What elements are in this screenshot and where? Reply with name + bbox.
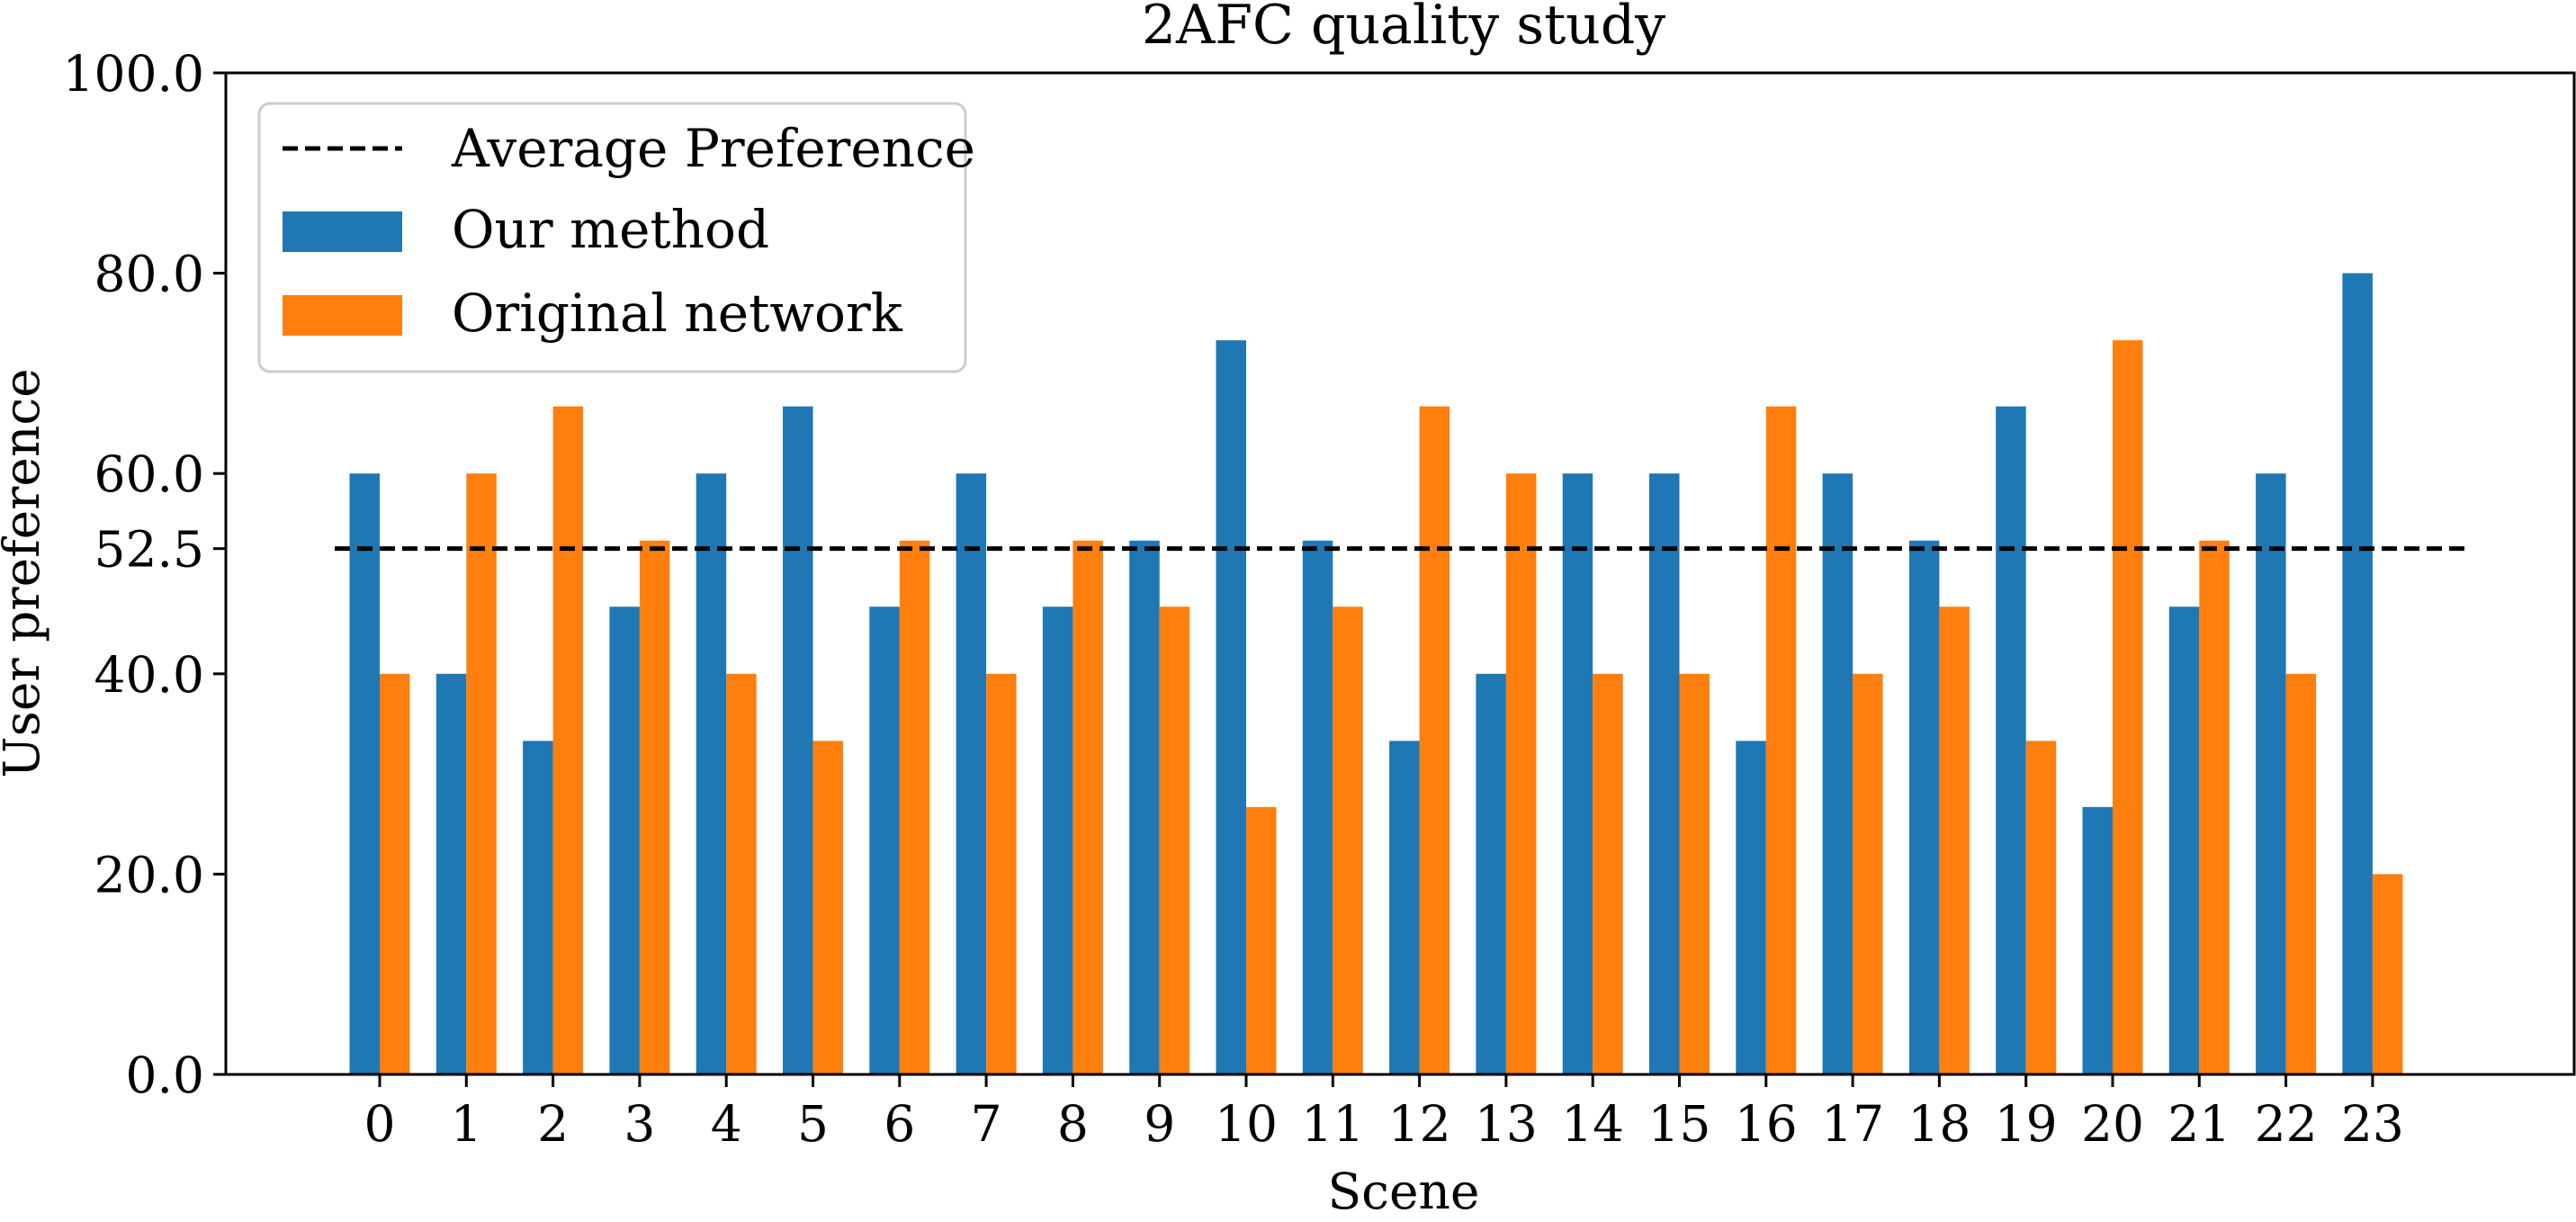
bar-original-network-scene-12 xyxy=(1419,406,1450,1074)
x-tick-label: 2 xyxy=(537,1095,569,1153)
bar-our-method-scene-17 xyxy=(1822,473,1853,1074)
x-tick-label: 10 xyxy=(1215,1095,1278,1153)
bar-our-method-scene-4 xyxy=(696,473,727,1074)
x-tick-label: 6 xyxy=(884,1095,915,1153)
y-tick-label: 52.5 xyxy=(94,521,204,579)
x-tick-label: 1 xyxy=(451,1095,482,1153)
bar-original-network-scene-21 xyxy=(2199,540,2230,1074)
bar-our-method-scene-22 xyxy=(2256,473,2286,1074)
x-tick-label: 19 xyxy=(1995,1095,2058,1153)
legend-swatch-our-method xyxy=(283,211,402,252)
legend-swatch-original-network xyxy=(283,295,402,336)
bar-our-method-scene-2 xyxy=(523,741,553,1074)
x-tick-label: 7 xyxy=(971,1095,1002,1153)
bar-our-method-scene-7 xyxy=(956,473,987,1074)
plot-frame xyxy=(224,71,2576,1076)
bar-original-network-scene-0 xyxy=(380,673,410,1074)
x-tick-label: 13 xyxy=(1475,1095,1538,1153)
bar-our-method-scene-15 xyxy=(1649,473,1680,1074)
bar-our-method-scene-19 xyxy=(1996,406,2026,1074)
bar-original-network-scene-18 xyxy=(1939,607,1970,1074)
bar-original-network-scene-13 xyxy=(1505,473,1537,1074)
chart-title: 2AFC quality study xyxy=(1142,0,1665,57)
legend-label-average-preference: Average Preference xyxy=(451,118,975,179)
y-axis-label: User preference xyxy=(0,368,50,777)
bar-our-method-scene-10 xyxy=(1216,340,1246,1074)
x-tick-label: 15 xyxy=(1648,1095,1711,1153)
x-tick-label: 14 xyxy=(1561,1095,1624,1153)
y-tick-label: 100.0 xyxy=(63,45,204,103)
y-axis: 0.0 20.0 40.0 52.5 60.0 80.0 100.0 xyxy=(63,45,226,1104)
bar-original-network-scene-1 xyxy=(466,473,497,1074)
x-tick-label: 20 xyxy=(2081,1095,2144,1153)
x-tick-label: 0 xyxy=(364,1095,396,1153)
bar-original-network-scene-14 xyxy=(1593,673,1623,1074)
bar-our-method-scene-8 xyxy=(1042,607,1073,1074)
x-tick-label: 23 xyxy=(2341,1095,2404,1153)
x-axis-label: Scene xyxy=(1327,1163,1479,1220)
y-tick-label: 40.0 xyxy=(94,646,204,704)
bar-original-network-scene-4 xyxy=(726,673,757,1074)
x-tick-label: 11 xyxy=(1301,1095,1364,1153)
x-tick-label: 3 xyxy=(624,1095,655,1153)
y-tick-label: 20.0 xyxy=(94,846,204,903)
bar-our-method-scene-11 xyxy=(1302,540,1333,1074)
legend-label-original-network: Original network xyxy=(452,283,903,344)
bar-original-network-scene-6 xyxy=(899,540,930,1074)
bar-original-network-scene-2 xyxy=(552,406,584,1074)
bar-original-network-scene-22 xyxy=(2285,673,2317,1074)
bar-original-network-scene-5 xyxy=(812,741,843,1074)
bar-original-network-scene-9 xyxy=(1159,607,1190,1074)
bar-original-network-scene-17 xyxy=(1853,673,1883,1074)
legend-frame xyxy=(257,102,967,373)
bar-our-method-scene-18 xyxy=(1908,540,1940,1074)
bars-group xyxy=(349,273,2403,1075)
x-tick-label: 4 xyxy=(711,1095,742,1153)
x-tick-label: 8 xyxy=(1057,1095,1089,1153)
y-tick-label: 0.0 xyxy=(126,1047,204,1104)
bar-our-method-scene-23 xyxy=(2342,273,2373,1075)
bar-our-method-scene-6 xyxy=(869,607,900,1074)
bar-our-method-scene-5 xyxy=(783,406,813,1074)
x-tick-label: 18 xyxy=(1907,1095,1970,1153)
y-tick-label: 80.0 xyxy=(94,246,204,303)
bar-original-network-scene-15 xyxy=(1679,673,1710,1074)
bar-our-method-scene-0 xyxy=(349,473,380,1074)
bar-our-method-scene-12 xyxy=(1389,741,1420,1074)
x-tick-label: 5 xyxy=(797,1095,829,1153)
bar-original-network-scene-10 xyxy=(1246,806,1277,1074)
bar-our-method-scene-9 xyxy=(1129,540,1160,1074)
bar-our-method-scene-1 xyxy=(435,673,467,1074)
bar-original-network-scene-11 xyxy=(1333,607,1363,1074)
bar-our-method-scene-21 xyxy=(2168,607,2200,1074)
x-tick-label: 22 xyxy=(2255,1095,2318,1153)
bar-our-method-scene-16 xyxy=(1736,741,1766,1074)
y-tick-label: 60.0 xyxy=(94,445,204,503)
x-tick-label: 12 xyxy=(1388,1095,1451,1153)
x-tick-label: 17 xyxy=(1821,1095,1884,1153)
bar-original-network-scene-23 xyxy=(2372,874,2403,1074)
x-axis: 0 1 2 3 4 5 6 7 8 9 10 11 12 13 14 15 16 17 18 19 20 21 22 23 xyxy=(364,1074,2404,1153)
legend-label-our-method: Our method xyxy=(452,199,769,260)
bar-our-method-scene-13 xyxy=(1476,673,1506,1074)
bar-our-method-scene-20 xyxy=(2082,806,2113,1074)
x-tick-label: 16 xyxy=(1735,1095,1798,1153)
bar-original-network-scene-3 xyxy=(639,540,670,1074)
bar-original-network-scene-16 xyxy=(1765,406,1797,1074)
x-tick-label: 9 xyxy=(1144,1095,1175,1153)
legend: Average Preference Our method Original n… xyxy=(257,102,975,373)
bar-original-network-scene-19 xyxy=(2025,741,2057,1074)
bar-original-network-scene-8 xyxy=(1073,540,1103,1074)
x-tick-label: 21 xyxy=(2168,1095,2230,1153)
bar-our-method-scene-14 xyxy=(1562,473,1593,1074)
bar-our-method-scene-3 xyxy=(609,607,640,1074)
bar-original-network-scene-20 xyxy=(2113,340,2143,1074)
bar-original-network-scene-7 xyxy=(986,673,1017,1074)
